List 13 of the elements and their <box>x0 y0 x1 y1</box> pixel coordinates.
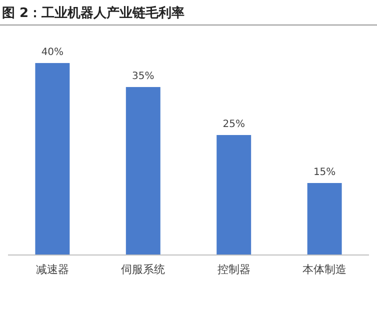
data-label: 40% <box>41 47 64 58</box>
bar <box>216 135 252 255</box>
x-tick-label: 伺服系统 <box>121 263 166 276</box>
data-label: 15% <box>313 167 336 178</box>
x-tick-label: 减速器 <box>36 263 69 276</box>
bar <box>35 63 70 255</box>
bar <box>307 183 342 255</box>
data-label: 35% <box>132 71 154 82</box>
chart-title: 图 2：工业机器人产业链毛利率 <box>2 5 185 21</box>
bar <box>126 87 160 255</box>
x-tick-label: 控制器 <box>217 263 250 276</box>
data-label: 25% <box>222 119 245 130</box>
x-tick-label: 本体制造 <box>302 263 347 276</box>
